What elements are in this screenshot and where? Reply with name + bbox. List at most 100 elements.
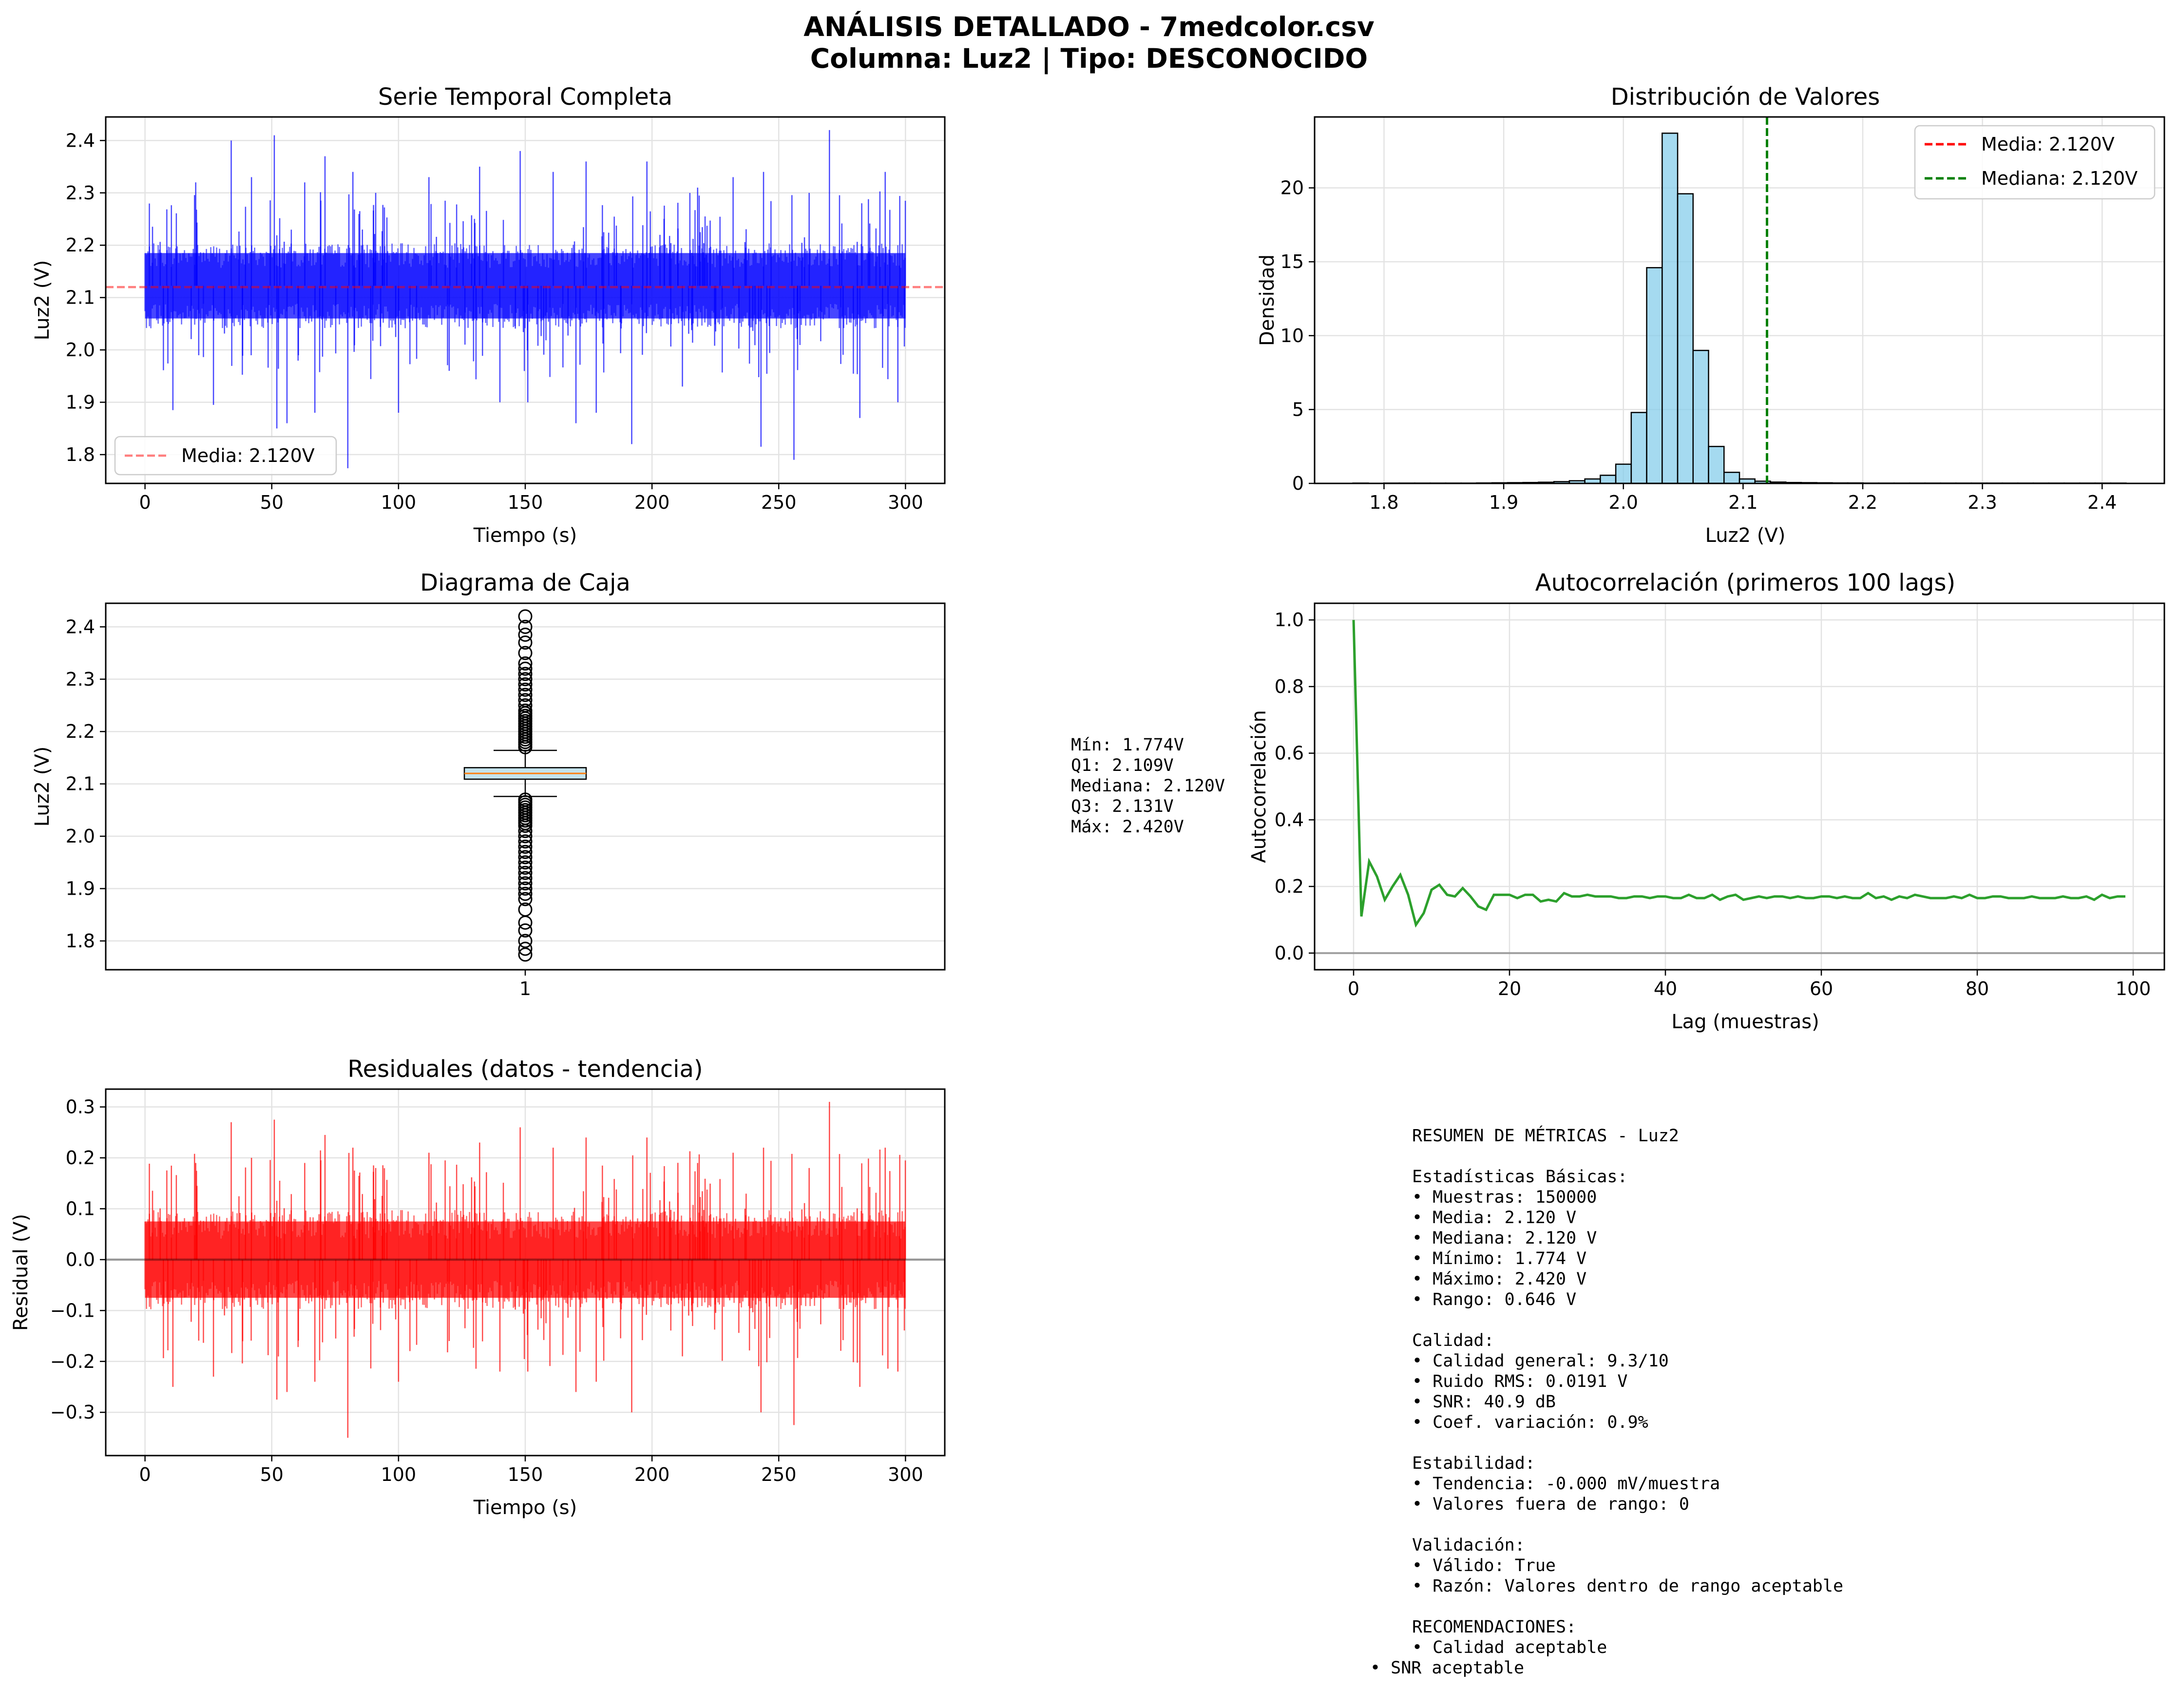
outlier-point: [518, 855, 533, 870]
y-tick-label: 0.2: [1275, 876, 1304, 897]
x-tick-label: 0: [139, 492, 151, 513]
y-tick-label: 1.0: [1275, 609, 1304, 631]
summary-line: Estabilidad:: [1412, 1454, 1535, 1473]
y-tick-label: −0.1: [50, 1300, 95, 1321]
y-tick-label: 2.4: [66, 616, 95, 637]
residuals-marks: [106, 1102, 945, 1438]
x-tick-label: 300: [888, 492, 923, 513]
boxplot-title: Diagrama de Caja: [420, 569, 630, 596]
autocorr-marks: [1315, 620, 2164, 954]
outlier-point: [518, 886, 533, 901]
outlier-point: [518, 829, 533, 844]
y-tick-label: 2.1: [66, 773, 95, 795]
box-stat-median: Mediana: 2.120V: [1071, 776, 1225, 796]
outlier-point: [518, 865, 533, 880]
outlier-point: [518, 661, 533, 676]
boxplot-ylabel: Luz2 (V): [31, 747, 54, 827]
summary-line: • Razón: Valores dentro de rango aceptab…: [1412, 1576, 1843, 1596]
y-tick-label: 1.8: [66, 930, 95, 952]
autocorr-title: Autocorrelación (primeros 100 lags): [1535, 569, 1956, 596]
outlier-point: [518, 934, 533, 948]
autocorr-line: [1352, 620, 2125, 928]
y-tick-label: 0.3: [66, 1096, 95, 1118]
summary-line: • Tendencia: -0.000 mV/muestra: [1412, 1474, 1720, 1494]
y-tick-label: 2.0: [66, 339, 95, 361]
timeseries-legend: Media: 2.120V: [114, 436, 337, 476]
panel-boxplot: Diagrama de Caja 11.81.92.02.12.22.32.4 …: [31, 569, 946, 999]
autocorr-xlabel: Lag (muestras): [1671, 1011, 1819, 1033]
summary-line: Estadísticas Básicas:: [1412, 1167, 1628, 1187]
y-tick-label: 1.9: [66, 878, 95, 899]
summary-line: RECOMENDACIONES:: [1412, 1617, 1576, 1637]
outlier-point: [518, 703, 533, 718]
panel-histogram: Distribución de Valores 1.8 1.9 2.0 2.1 2.2 2…: [1256, 83, 2165, 547]
outlier-point: [518, 876, 533, 891]
residuals-title: Residuales (datos - tendencia): [347, 1056, 703, 1083]
outlier-point: [518, 915, 533, 930]
outlier-point: [518, 698, 533, 712]
y-tick-label: 0.8: [1275, 676, 1304, 697]
y-tick-label: 0.1: [66, 1198, 95, 1219]
x-tick-label: 150: [508, 1464, 543, 1485]
histogram-bar: [1615, 463, 1632, 484]
summary-line: • Mediana: 2.120 V: [1412, 1228, 1597, 1248]
outlier-point: [518, 844, 533, 859]
histogram-xlabel: Luz2 (V): [1705, 524, 1786, 547]
summary-line: • Calidad general: 9.3/10: [1412, 1351, 1669, 1371]
summary-line: Calidad:: [1412, 1331, 1494, 1350]
panel-residuals: Residuales (datos - tendencia) 0 50 100 150…: [10, 1056, 946, 1519]
outlier-point: [518, 627, 533, 642]
summary-line: Validación:: [1412, 1535, 1525, 1555]
histogram-bar: [1600, 475, 1617, 484]
outlier-point: [518, 861, 533, 875]
y-tick-label: 0.2: [66, 1147, 95, 1169]
summary-line: RESUMEN DE MÉTRICAS - Luz2: [1412, 1125, 1679, 1146]
y-tick-label: 2.3: [66, 182, 95, 204]
outlier-point: [518, 941, 533, 956]
outlier-point: [518, 850, 533, 864]
outlier-point: [518, 923, 533, 938]
outlier-point: [518, 656, 533, 671]
y-tick-label: 2.1: [66, 287, 95, 308]
metrics-summary: RESUMEN DE MÉTRICAS - Luz2 Estadísticas B…: [1370, 1125, 1843, 1678]
x-tick-label: 2.0: [1609, 492, 1638, 513]
histogram-bar: [1630, 412, 1647, 484]
autocorr-grid: [1315, 603, 2164, 970]
histogram-ticks: 1.8 1.9 2.0 2.1 2.2 2.3 2.4 0 5 10 15 20: [1280, 177, 2117, 513]
outlier-point: [518, 881, 533, 896]
x-tick-label: 50: [260, 492, 284, 513]
histogram-bar: [1692, 349, 1709, 484]
histogram-ylabel: Densidad: [1256, 254, 1279, 346]
histogram-legend: Media: 2.120V Mediana: 2.120V: [1914, 125, 2156, 200]
outlier-point: [518, 688, 533, 702]
histogram-bar: [1662, 133, 1679, 484]
histogram-bar: [1646, 267, 1663, 484]
box-stat-max: Máx: 2.420V: [1071, 817, 1184, 837]
y-tick-label: 0.4: [1275, 809, 1304, 830]
timeseries-ylabel: Luz2 (V): [31, 260, 54, 341]
outlier-point: [518, 667, 533, 681]
boxplot-marks: [463, 609, 587, 962]
x-tick-label: 200: [634, 492, 670, 513]
outlier-point: [518, 834, 533, 849]
summary-line: • Media: 2.120 V: [1412, 1208, 1576, 1228]
y-tick-label: 5: [1292, 399, 1304, 420]
x-tick-label: 2.3: [1968, 492, 1997, 513]
y-tick-label: 0.0: [66, 1249, 95, 1270]
histogram-legend-mean-label: Media: 2.120V: [1981, 134, 2115, 155]
y-tick-label: 2.4: [66, 130, 95, 151]
y-tick-label: 15: [1280, 251, 1304, 272]
outlier-point: [518, 619, 533, 634]
outlier-point: [518, 819, 533, 833]
outlier-point: [518, 682, 533, 697]
figure-title-line1: ANÁLISIS DETALLADO - 7medcolor.csv: [803, 11, 1375, 42]
panel-timeseries: Serie Temporal Completa 0 50 100 150 200 250 3…: [31, 83, 946, 547]
x-tick-label: 40: [1654, 978, 1677, 999]
y-tick-label: 2.0: [66, 825, 95, 847]
histogram-bar: [1708, 445, 1725, 484]
outlier-point: [518, 635, 533, 650]
boxplot-ticks: 1 1.8 1.9 2.0 2.1 2.2 2.3 2.4: [66, 616, 532, 999]
x-tick-label: 100: [2116, 978, 2151, 999]
x-tick-label: 50: [260, 1464, 284, 1485]
summary-line: • SNR: 40.9 dB: [1412, 1392, 1556, 1412]
